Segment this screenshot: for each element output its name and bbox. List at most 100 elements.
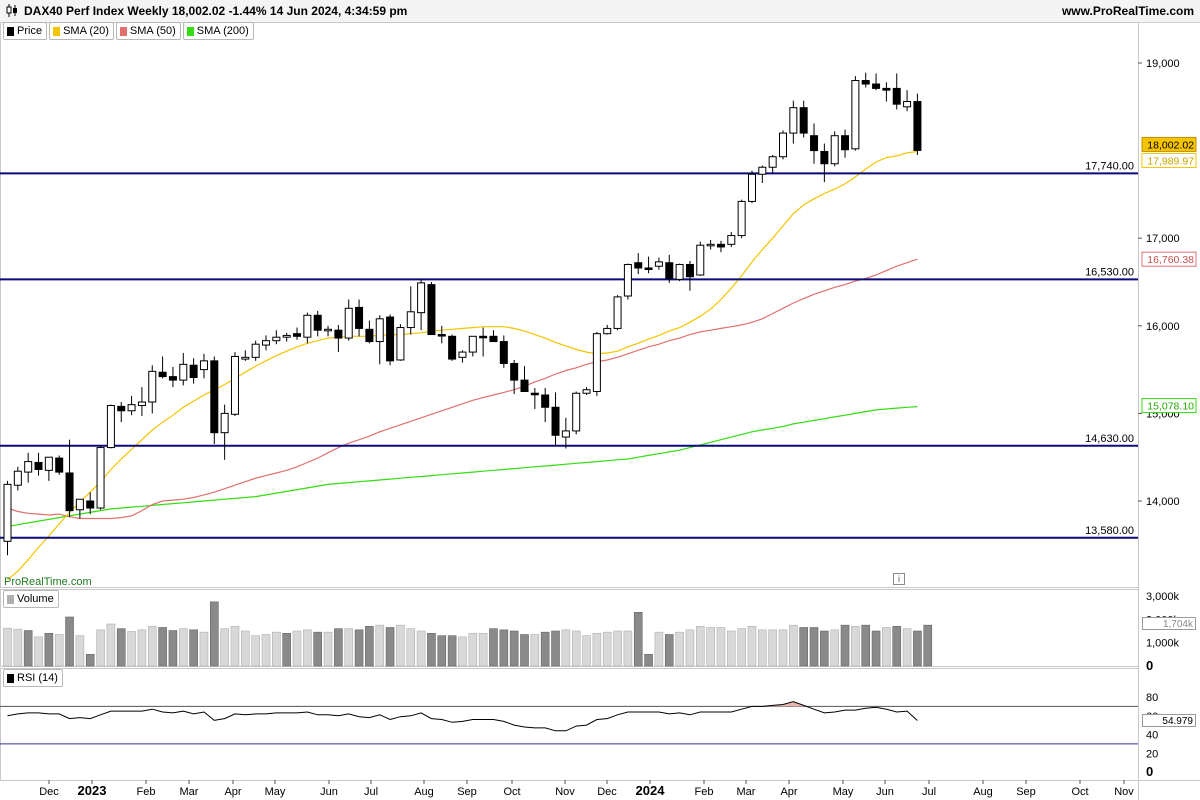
sma50-line: [7, 258, 918, 520]
candle-body: [396, 327, 405, 361]
volume-tick-label: 1,000k: [1146, 638, 1180, 650]
x-tick-label: Jul: [364, 786, 378, 798]
volume-bar: [261, 634, 271, 667]
x-tick-label: 2024: [636, 783, 666, 798]
candle-body: [86, 500, 95, 509]
x-tick-label: Jul: [922, 786, 936, 798]
sma200-line: [7, 406, 918, 527]
candle-body: [572, 392, 581, 432]
x-tick-label: Jun: [320, 786, 338, 798]
x-tick-label: Sep: [457, 786, 477, 798]
volume-bar: [851, 626, 860, 667]
price-tick-label: 19,000: [1146, 58, 1180, 70]
rsi-tick-label: 20: [1146, 748, 1158, 760]
x-tick-label: Mar: [180, 786, 199, 798]
rsi-tick-label: 80: [1146, 692, 1158, 704]
candle-body: [282, 334, 291, 338]
volume-bar: [468, 633, 478, 667]
candle-body: [210, 360, 219, 434]
candle-body: [251, 343, 260, 358]
candle-body: [592, 333, 601, 392]
price-tick-label: 14,000: [1146, 496, 1180, 508]
volume-bar: [406, 628, 416, 667]
volume-bar: [633, 612, 643, 667]
volume-bar: [809, 627, 819, 667]
candle-body: [820, 150, 829, 165]
candle-body: [654, 261, 663, 267]
volume-bar: [199, 631, 209, 667]
candle-body: [510, 362, 519, 381]
volume-bar: [272, 631, 281, 667]
candle-body: [148, 370, 157, 403]
volume-bar: [106, 623, 116, 667]
candle-body: [489, 335, 498, 343]
candle-body: [406, 311, 415, 329]
legend-item-sma-200[interactable]: SMA (200): [182, 22, 254, 40]
volume-bar: [178, 628, 188, 667]
candle-body: [706, 243, 715, 247]
rsi-swatch-icon: [7, 673, 14, 683]
volume-bar: [375, 624, 385, 667]
volume-bar: [509, 630, 519, 667]
volume-bar: [158, 627, 167, 667]
volume-bar: [127, 631, 136, 667]
legend-label: SMA (50): [129, 24, 176, 37]
rsi-tick-label: 40: [1146, 730, 1158, 742]
candle-body: [458, 351, 467, 358]
support-level-label: 16,530.00: [1085, 266, 1134, 278]
candle-body: [3, 483, 12, 542]
candle-body: [903, 101, 912, 108]
volume-bar: [902, 628, 912, 667]
volume-bar: [458, 636, 467, 667]
volume-bar: [726, 630, 736, 667]
candle-body: [344, 307, 353, 339]
candle-body: [789, 107, 798, 134]
volume-bar: [13, 628, 23, 667]
rsi-legend: RSI (14): [3, 669, 63, 687]
candle-body: [892, 87, 901, 105]
legend-item-price[interactable]: Price: [3, 22, 48, 40]
legend-item-rsi[interactable]: RSI (14): [3, 669, 63, 687]
volume-bar: [768, 629, 777, 667]
candle-body: [158, 371, 167, 378]
sma50-value-tag: 16,760.38: [1147, 254, 1194, 266]
volume-bar: [695, 626, 705, 667]
candle-body: [644, 267, 653, 270]
legend-label: Price: [17, 24, 43, 37]
candle-body: [737, 200, 746, 237]
x-tick-label: Dec: [39, 786, 59, 798]
volume-bar: [313, 631, 323, 667]
x-tick-label: Jun: [876, 786, 894, 798]
legend-label: SMA (200): [196, 24, 249, 37]
price-tick-label: 16,000: [1146, 321, 1180, 333]
brand-link[interactable]: www.ProRealTime.com: [1061, 4, 1194, 18]
legend-item-volume[interactable]: Volume: [3, 590, 59, 608]
candle-body: [127, 404, 136, 412]
volume-bar: [716, 627, 726, 667]
legend-item-sma-20[interactable]: SMA (20): [49, 22, 114, 40]
candle-body: [375, 318, 384, 343]
info-icon[interactable]: i: [893, 573, 905, 585]
candle-body: [220, 412, 229, 434]
candle-body: [365, 328, 374, 343]
candle-body: [768, 156, 777, 168]
volume-bar: [561, 629, 571, 667]
candle-body: [861, 80, 870, 85]
sma200-value-tag: 15,078.10: [1147, 401, 1194, 413]
volume-bar: [530, 634, 540, 667]
candle-body: [623, 263, 632, 297]
volume-bar: [65, 616, 74, 667]
sma20-line: [7, 150, 918, 581]
candle-body: [293, 333, 302, 337]
candle-body: [499, 341, 508, 364]
x-tick-label: May: [833, 786, 854, 798]
volume-bar: [168, 630, 178, 667]
volume-bar: [344, 628, 354, 667]
rsi-tick-label: 0: [1146, 764, 1153, 779]
volume-bar: [354, 629, 364, 667]
x-tick-label: Feb: [137, 786, 156, 798]
volume-bar: [75, 635, 85, 667]
volume-bar: [396, 624, 405, 667]
candle-body: [313, 314, 322, 331]
legend-item-sma-50[interactable]: SMA (50): [115, 22, 181, 40]
